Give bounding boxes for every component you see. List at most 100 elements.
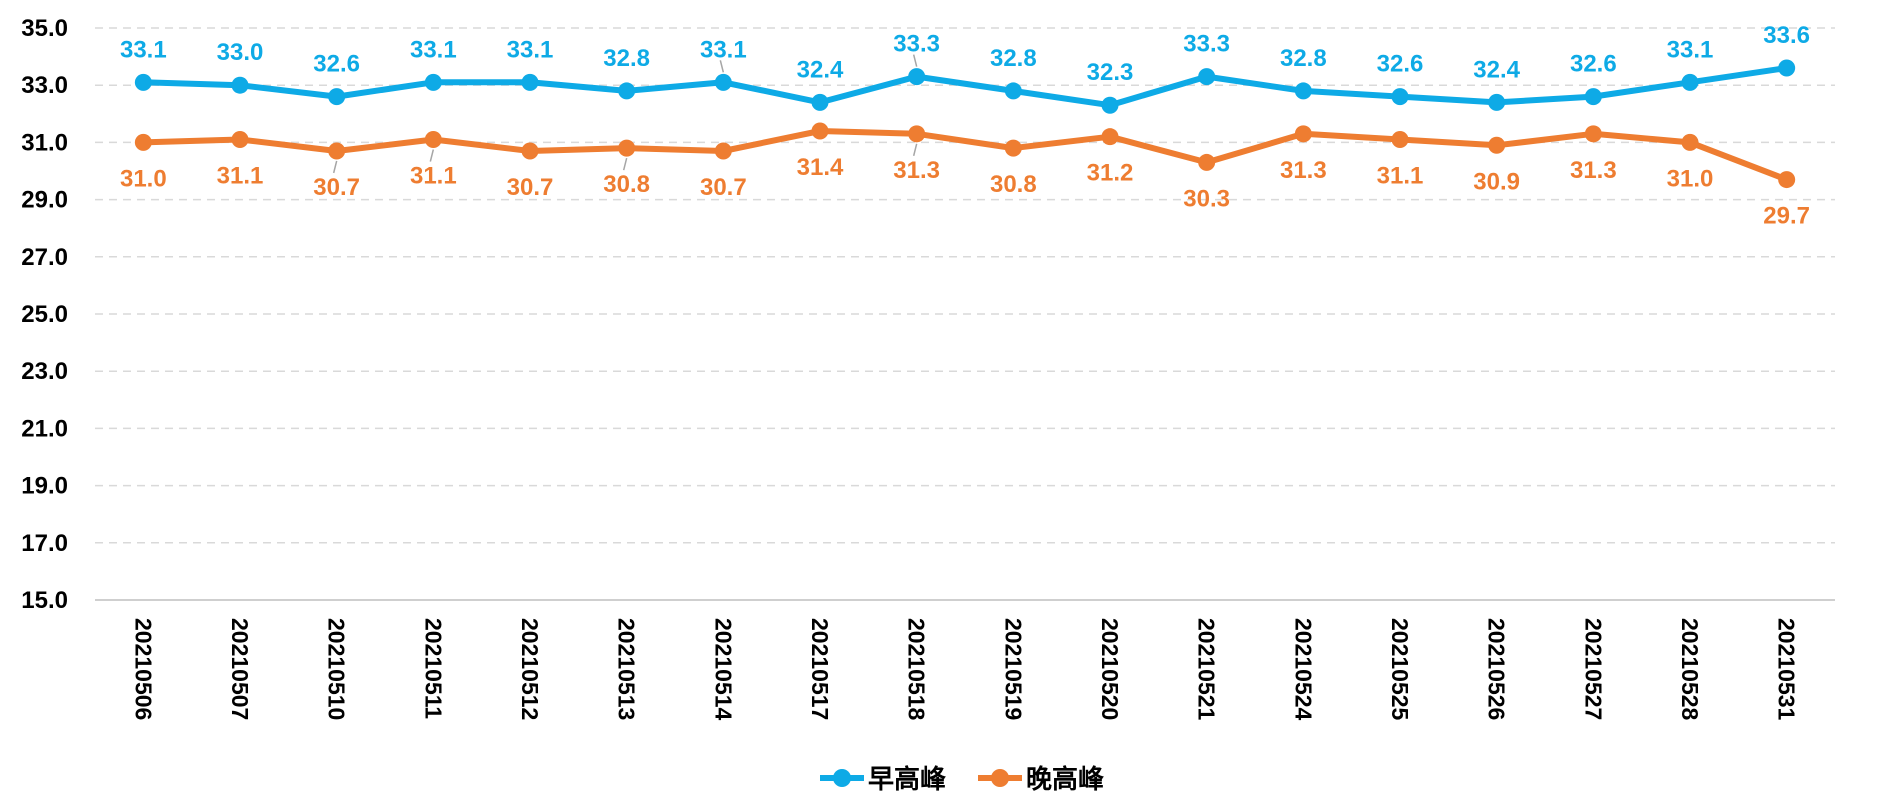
y-tick-label: 35.0	[21, 15, 68, 42]
series-points	[134, 59, 1796, 189]
data-point	[1681, 133, 1699, 151]
y-tick-label: 23.0	[21, 358, 68, 385]
legend: 早高峰 晚高峰	[820, 764, 1104, 795]
data-point	[811, 122, 829, 140]
data-label: 32.8	[990, 45, 1037, 72]
data-point	[424, 131, 442, 149]
data-point	[1391, 88, 1409, 106]
y-tick-label: 33.0	[21, 72, 68, 99]
data-point	[231, 131, 249, 149]
data-label: 31.1	[217, 163, 264, 190]
data-point	[134, 73, 152, 91]
label-leader-lines	[332, 54, 918, 174]
data-label: 33.6	[1763, 22, 1810, 49]
x-tick-label: 20210524	[1290, 618, 1316, 721]
x-tick-label: 20210526	[1484, 618, 1510, 720]
data-label: 33.1	[700, 36, 747, 63]
data-label: 30.7	[700, 174, 747, 201]
data-point	[521, 142, 539, 160]
x-tick-label: 20210527	[1580, 618, 1606, 720]
data-label: 32.6	[1377, 51, 1424, 78]
leader-line	[912, 54, 918, 67]
data-label: 31.1	[1377, 163, 1424, 190]
data-point	[1488, 93, 1506, 111]
data-label: 31.3	[893, 157, 940, 184]
y-tick-label: 31.0	[21, 129, 68, 156]
legend-label: 早高峰	[868, 764, 946, 795]
data-point	[328, 142, 346, 160]
data-label: 33.3	[893, 31, 940, 58]
x-tick-label: 20210521	[1194, 618, 1220, 721]
data-label: 30.9	[1473, 168, 1520, 195]
x-tick-label: 20210511	[420, 618, 446, 719]
data-label: 32.8	[603, 45, 650, 72]
data-point	[1778, 171, 1796, 189]
legend-swatch-marker	[991, 769, 1009, 787]
y-tick-label: 15.0	[21, 587, 68, 614]
data-point	[1584, 125, 1602, 143]
x-tick-label: 20210518	[904, 618, 930, 721]
data-point	[1004, 139, 1022, 157]
data-point	[231, 76, 249, 94]
x-tick-label: 20210519	[1000, 618, 1026, 720]
data-point	[1198, 153, 1216, 171]
data-point	[1294, 125, 1312, 143]
data-point	[1101, 128, 1119, 146]
data-point	[908, 68, 926, 86]
data-point	[714, 142, 732, 160]
x-tick-label: 20210528	[1677, 618, 1703, 721]
y-tick-label: 17.0	[21, 530, 68, 557]
data-label: 29.7	[1763, 203, 1810, 230]
leader-line	[429, 149, 435, 162]
data-label: 31.3	[1280, 157, 1327, 184]
data-label: 33.1	[507, 36, 554, 63]
data-point	[1488, 136, 1506, 154]
leader-line	[622, 157, 628, 171]
data-label: 32.8	[1280, 45, 1327, 72]
data-point	[1294, 82, 1312, 100]
y-tick-label: 21.0	[21, 415, 68, 442]
data-point	[1584, 88, 1602, 106]
data-point	[1391, 131, 1409, 149]
data-point	[618, 139, 636, 157]
data-point	[1101, 96, 1119, 114]
data-label: 30.7	[313, 174, 360, 201]
series-line-0	[143, 65, 1788, 109]
data-label: 31.0	[120, 165, 167, 192]
y-tick-label: 19.0	[21, 473, 68, 500]
data-label: 30.7	[507, 174, 554, 201]
data-label: 31.0	[1667, 165, 1714, 192]
leader-line	[912, 143, 918, 157]
data-point	[908, 125, 926, 143]
data-label: 30.3	[1183, 185, 1230, 212]
data-point	[328, 88, 346, 106]
x-tick-label: 20210507	[227, 618, 253, 720]
x-tick-label: 20210514	[710, 618, 736, 721]
legend-swatch-marker	[833, 769, 851, 787]
data-point	[134, 133, 152, 151]
data-label: 32.4	[797, 56, 844, 83]
data-label: 32.3	[1087, 59, 1134, 86]
x-tick-label: 20210513	[614, 618, 640, 720]
data-label: 31.1	[410, 163, 457, 190]
series-line-1	[143, 128, 1788, 183]
data-labels: 33.1 33.0 32.6 33.1 33.1 32.8 33.1 32.4 33.3 32.8…	[120, 22, 1810, 230]
x-tick-label: 20210525	[1387, 618, 1413, 721]
x-tick-label: 20210506	[130, 618, 156, 720]
data-label: 32.6	[1570, 51, 1617, 78]
x-tick-label: 20210517	[807, 618, 833, 720]
data-point	[618, 82, 636, 100]
gridlines	[95, 27, 1835, 544]
data-label: 31.2	[1087, 160, 1134, 187]
y-tick-label: 25.0	[21, 301, 68, 328]
series-lines	[143, 65, 1788, 183]
data-point	[1778, 59, 1796, 77]
x-tick-label: 20210510	[324, 618, 350, 720]
legend-label: 晚高峰	[1026, 764, 1104, 795]
leader-line	[332, 160, 338, 174]
data-label: 33.0	[217, 39, 264, 66]
data-label: 33.1	[120, 36, 167, 63]
data-label: 31.4	[797, 154, 844, 181]
data-label: 33.1	[1667, 36, 1714, 63]
